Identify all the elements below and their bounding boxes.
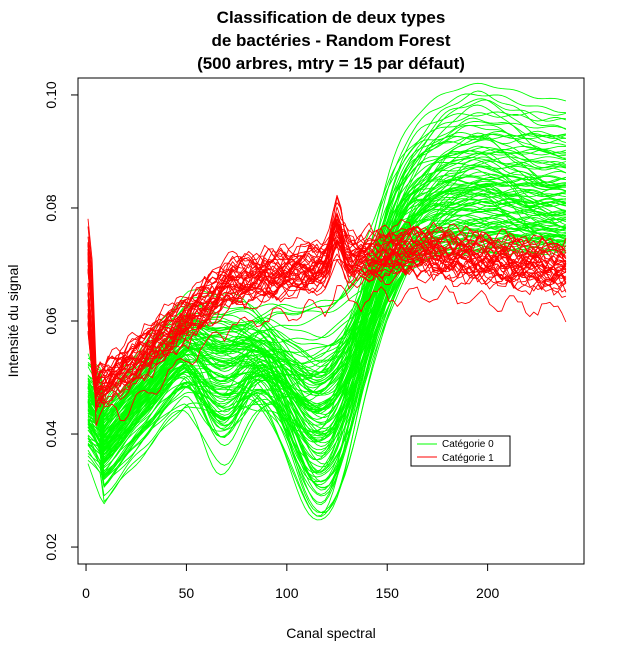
y-tick-label: 0.02 (43, 533, 59, 560)
categorie-1-curve-line (87, 226, 567, 405)
legend-box (410, 435, 511, 467)
x-tick-label: 200 (476, 585, 500, 601)
y-tick-label: 0.08 (43, 194, 59, 221)
legend-label-categorie-1: Catégorie 1 (442, 453, 494, 464)
categorie-0-curve-line (87, 228, 566, 433)
chart-title-line-1: Classification de deux types (217, 8, 446, 27)
categorie-0-curve-line (87, 111, 567, 517)
y-tick-label: 0.10 (43, 81, 59, 108)
categorie-1-curve-line (87, 221, 567, 377)
categorie-0-curve-line (87, 165, 566, 444)
y-axis: 0.02 0.04 0.06 0.08 0.10 (43, 81, 79, 561)
categorie-0-curve-line (87, 178, 566, 480)
categorie-0-curve-line (87, 194, 567, 443)
categorie-1-curve-line (87, 225, 567, 382)
x-tick-label: 0 (82, 585, 90, 601)
categorie-0-curve-line (87, 124, 566, 504)
categorie-0-curve-line (87, 145, 566, 464)
categorie-1-curve-line (87, 218, 567, 387)
x-axis-label: Canal spectral (286, 625, 376, 641)
series-categorie-1 (87, 194, 567, 427)
categorie-1-curve-line (87, 194, 567, 380)
y-tick-label: 0.06 (43, 307, 59, 334)
x-axis: 0 50 100 150 200 (82, 563, 500, 601)
legend-label-categorie-0: Catégorie 0 (442, 439, 494, 450)
categorie-0-curve-line (87, 124, 566, 478)
y-tick-label: 0.04 (43, 420, 59, 447)
categorie-0-curve-line (87, 173, 566, 457)
categorie-0-curve-line (87, 182, 566, 451)
x-tick-label: 100 (275, 585, 299, 601)
categorie-0-curve-line (87, 193, 567, 455)
categorie-0-curve-line (87, 222, 567, 521)
categorie-1-curve-line (87, 243, 567, 399)
categorie-1-curve-line (87, 244, 567, 427)
categorie-0-curve-line (87, 160, 566, 443)
categorie-0-curve-line (87, 189, 567, 463)
chart-title-line-3: (500 arbres, mtry = 15 par défaut) (197, 54, 465, 73)
categorie-0-curve-line (87, 187, 566, 406)
categorie-0-curve-line (87, 225, 567, 491)
x-tick-label: 50 (179, 585, 195, 601)
categorie-1-curve-line (87, 223, 567, 373)
categorie-0-curve-line (87, 250, 566, 475)
categorie-0-curve-line (87, 156, 566, 450)
categorie-0-curve-line (87, 145, 567, 472)
categorie-0-curve-line (87, 148, 567, 433)
y-axis-label: Intensité du signal (5, 265, 21, 378)
categorie-1-curve-line (87, 234, 567, 389)
categorie-1-curve-line (87, 227, 567, 406)
chart-title-line-2: de bactéries - Random Forest (211, 31, 450, 50)
x-tick-label: 150 (376, 585, 400, 601)
legend: Catégorie 0 Catégorie 1 (410, 435, 511, 467)
categorie-0-curve-line (87, 133, 566, 464)
